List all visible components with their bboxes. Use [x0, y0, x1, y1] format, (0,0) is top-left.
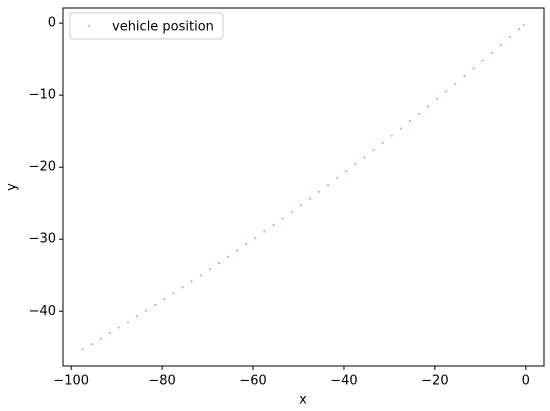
point — [454, 82, 457, 85]
point — [245, 243, 248, 246]
point — [190, 280, 193, 283]
point — [90, 343, 93, 346]
point — [181, 286, 184, 289]
point — [127, 321, 130, 324]
point — [145, 309, 148, 312]
point — [336, 177, 339, 180]
point — [463, 75, 466, 78]
point — [117, 326, 120, 329]
legend-marker — [88, 25, 90, 27]
point — [436, 97, 439, 100]
point — [481, 59, 484, 62]
point — [99, 337, 102, 340]
y-tick-label: 0 — [48, 16, 56, 31]
point — [517, 28, 520, 31]
point — [208, 268, 211, 271]
y-axis-label: y — [5, 183, 20, 191]
point — [163, 298, 166, 301]
point — [445, 90, 448, 93]
point — [472, 67, 475, 70]
plot-frame — [62, 7, 545, 367]
point — [299, 204, 302, 207]
x-axis-label: x — [299, 393, 307, 408]
point — [227, 255, 230, 258]
point — [308, 197, 311, 200]
point — [508, 36, 511, 39]
point — [172, 292, 175, 295]
x-tick-label: −100 — [53, 374, 89, 389]
x-tick-label: −20 — [421, 374, 448, 389]
y-tick-label: −30 — [29, 232, 56, 247]
point — [81, 348, 84, 351]
point — [372, 149, 375, 152]
point — [199, 274, 202, 277]
point — [108, 332, 111, 335]
point — [136, 315, 139, 318]
x-tick-label: −60 — [239, 374, 266, 389]
point — [499, 44, 502, 47]
point — [281, 217, 284, 220]
point — [254, 236, 257, 239]
point — [408, 120, 411, 123]
point — [417, 112, 420, 115]
point — [427, 105, 430, 108]
point — [363, 156, 366, 159]
x-tick-label: −40 — [330, 374, 357, 389]
point — [327, 183, 330, 186]
y-tick-label: −10 — [29, 88, 56, 103]
y-tick-label: −20 — [29, 160, 56, 175]
point — [272, 224, 275, 227]
point — [399, 127, 402, 130]
point — [390, 134, 393, 137]
x-tick-label: −80 — [148, 374, 175, 389]
legend-box — [69, 12, 224, 40]
point — [381, 141, 384, 144]
point — [154, 303, 157, 306]
y-tick-label: −40 — [29, 304, 56, 319]
point — [236, 249, 239, 252]
point — [263, 230, 266, 233]
point — [522, 24, 525, 27]
point — [354, 163, 357, 166]
x-tick-label: 0 — [522, 374, 530, 389]
point — [317, 190, 320, 193]
point — [345, 170, 348, 173]
point — [217, 262, 220, 265]
point — [290, 210, 293, 213]
point — [490, 51, 493, 54]
legend-label: vehicle position — [112, 20, 214, 35]
